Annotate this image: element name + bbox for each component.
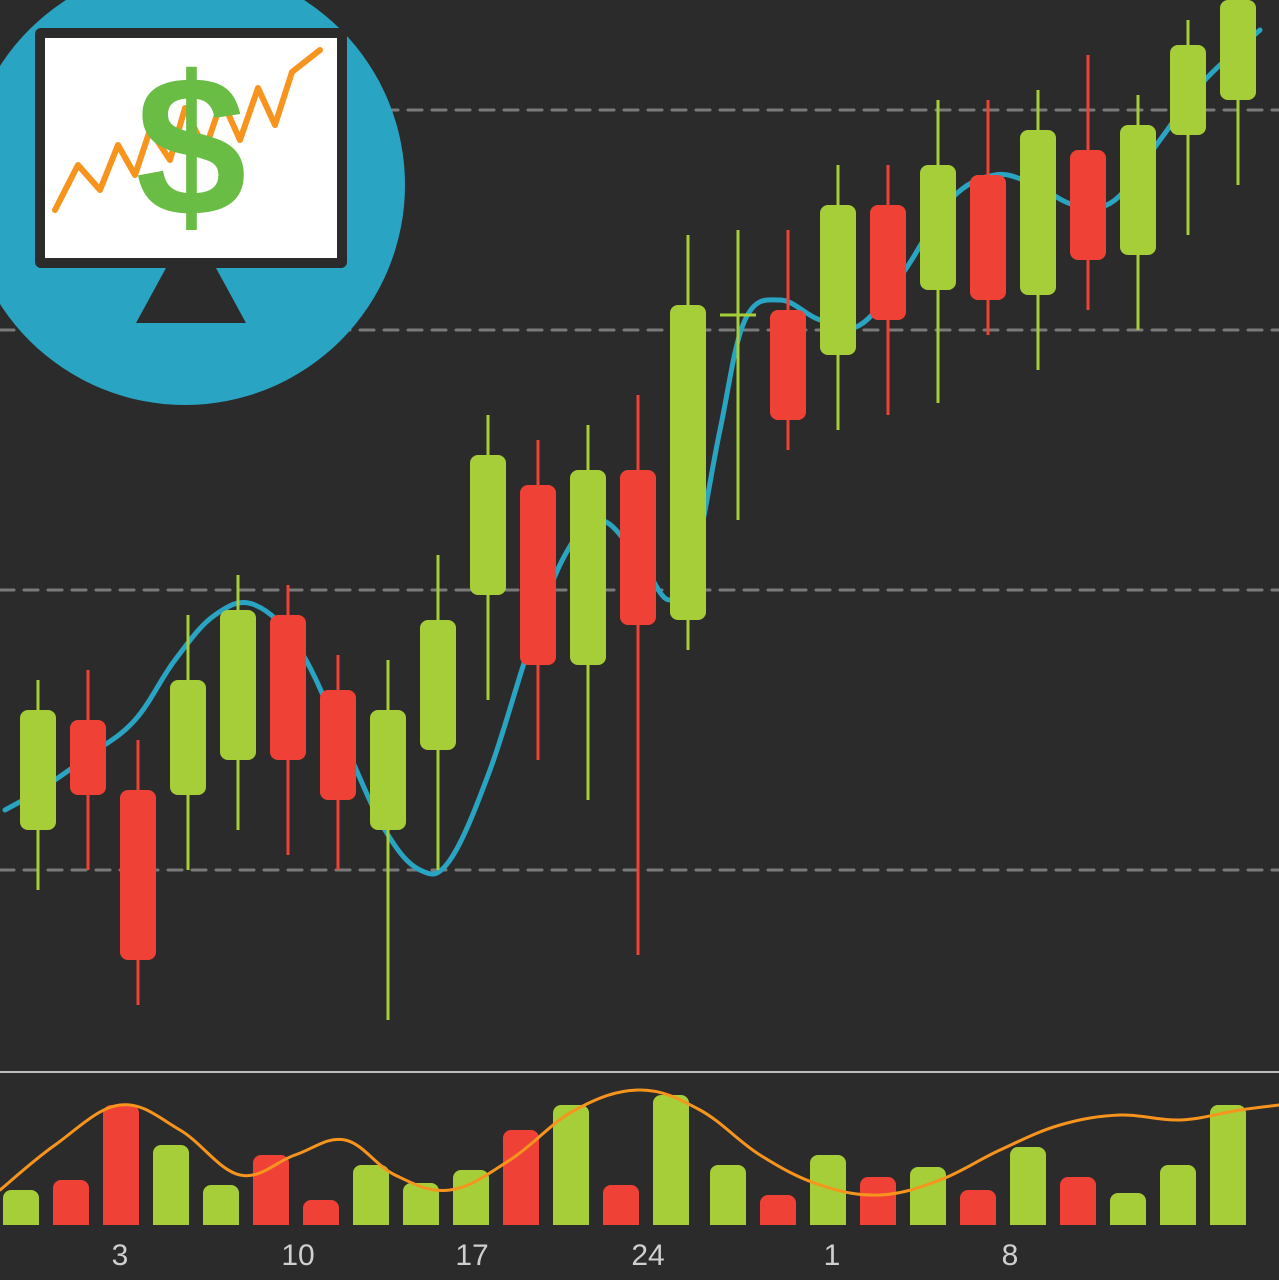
chart-canvas: 3 10 17 24 1 8 $: [0, 0, 1279, 1280]
x-axis-label: 24: [631, 1239, 664, 1272]
x-axis-label: 8: [1002, 1239, 1019, 1272]
x-axis-label: 1: [824, 1239, 841, 1272]
x-axis-label: 10: [281, 1239, 314, 1272]
x-axis-label: 3: [112, 1239, 129, 1272]
x-axis-label: 17: [455, 1239, 488, 1272]
dollar-icon: $: [135, 35, 246, 258]
stock-chart-infographic: 3 10 17 24 1 8 $: [0, 0, 1279, 1280]
